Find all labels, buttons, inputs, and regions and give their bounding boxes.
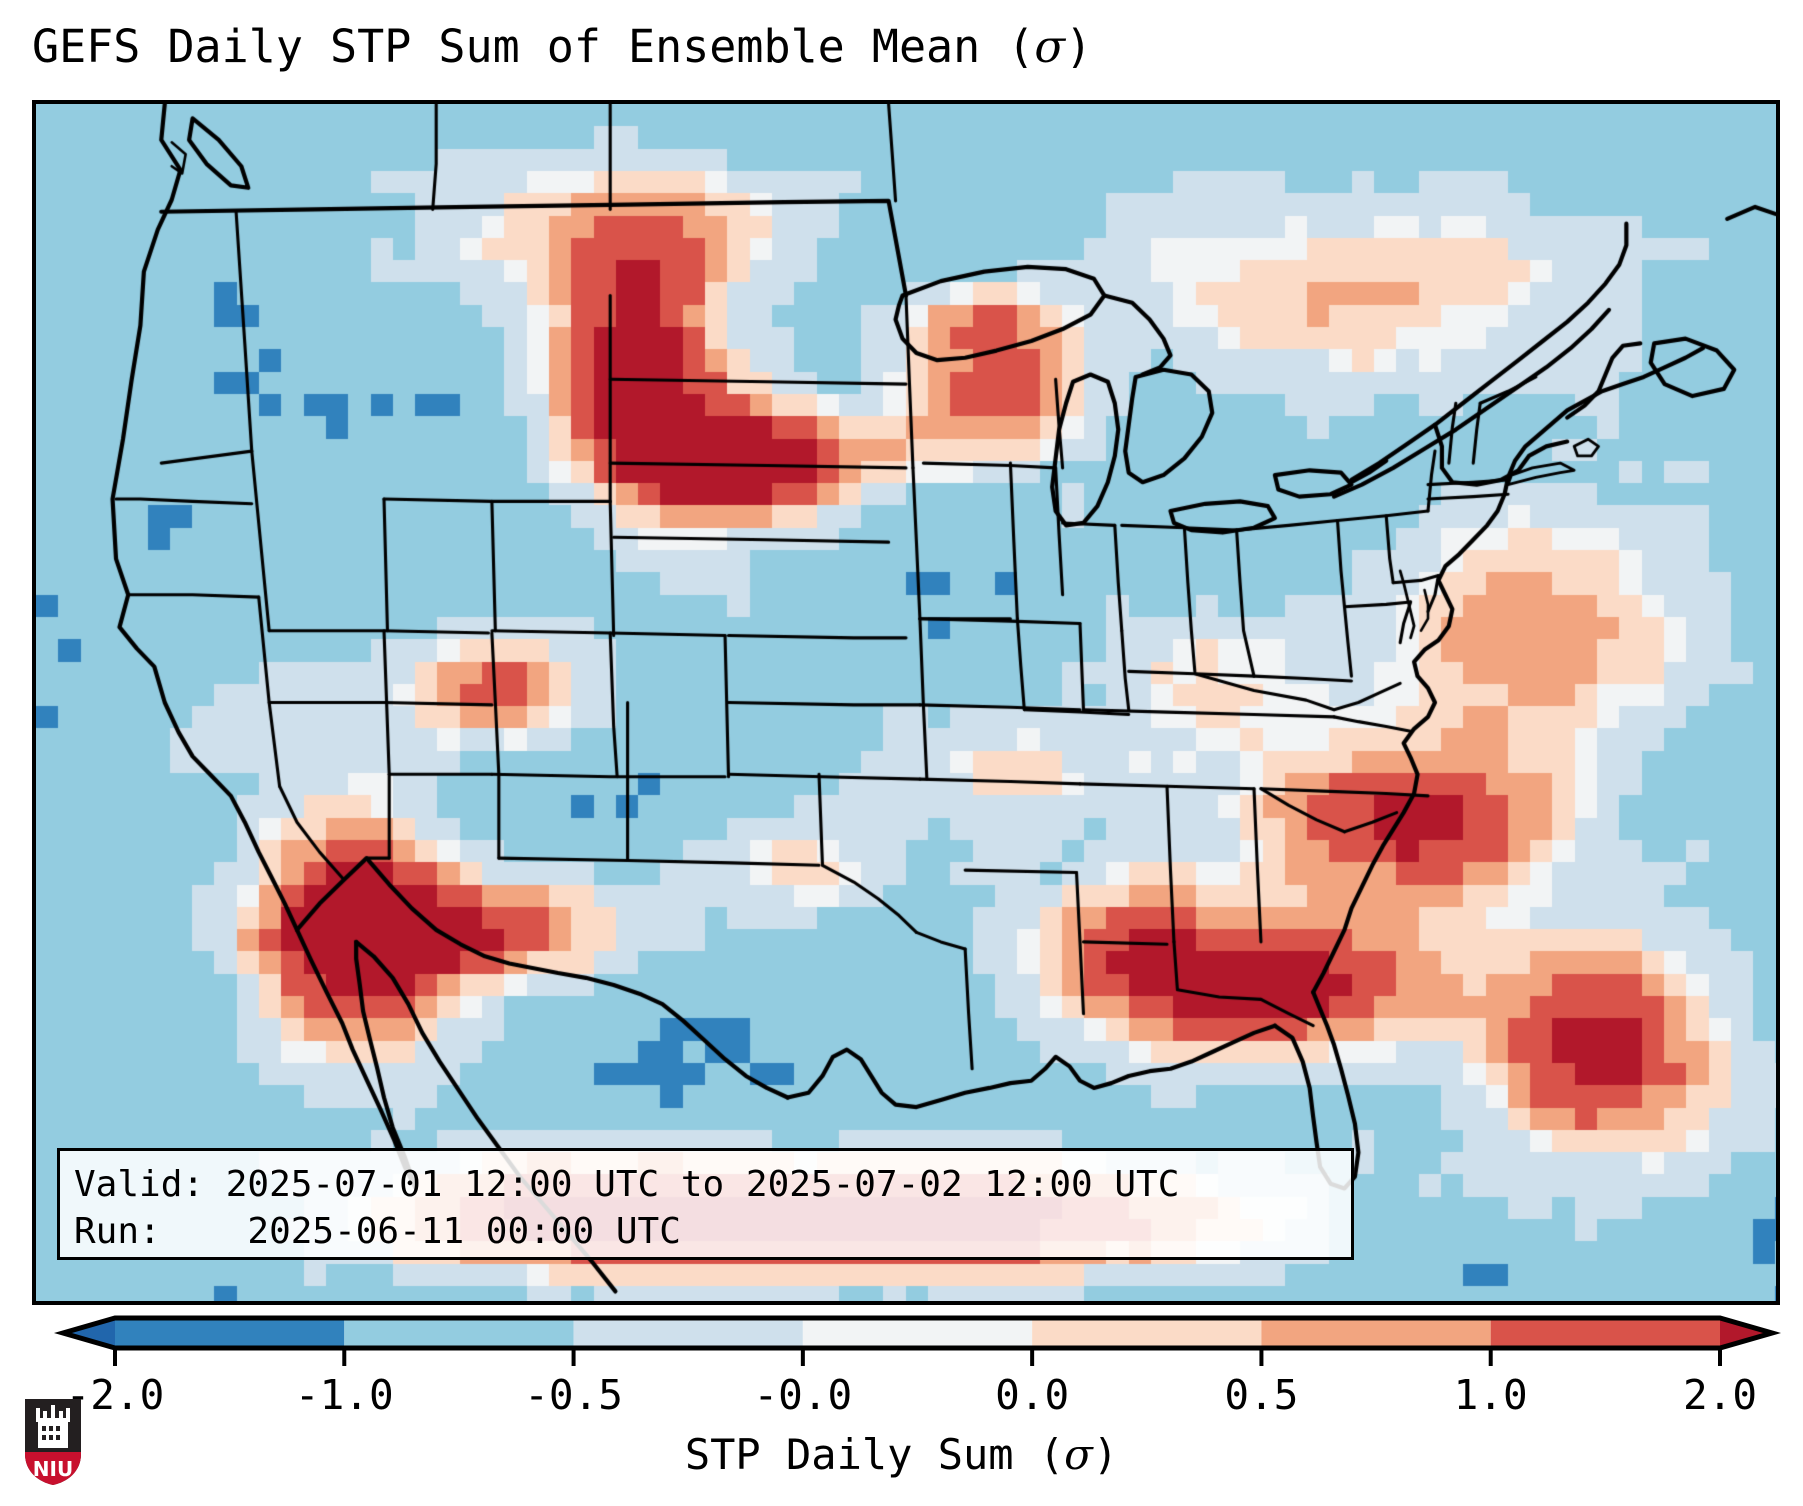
niu-logo-svg: NIU [25, 1399, 81, 1485]
colorbar-over-arrow [1720, 1318, 1772, 1348]
logo-red-band [25, 1452, 81, 1485]
colorbar-segment [115, 1318, 345, 1348]
colorbar-tick-label: 0.5 [1224, 1371, 1299, 1419]
colorbar-tick-label: -0.0 [753, 1371, 853, 1419]
colorbar-under-arrow [63, 1318, 115, 1348]
colorbar-label-prefix: STP Daily Sum ( [684, 1430, 1065, 1479]
stp-heatmap-canvas [36, 104, 1776, 1301]
title-sigma-symbol: σ [1034, 20, 1066, 73]
colorbar-tick-labels: -2.0 -1.0 -0.5 -0.0 0.0 0.5 1.0 2.0 [0, 1368, 1803, 1423]
colorbar-segment [1490, 1318, 1720, 1348]
valid-time-line: Valid: 2025-07-01 12:00 UTC to 2025-07-0… [74, 1164, 1180, 1205]
colorbar-tick-label: 0.0 [995, 1371, 1070, 1419]
title-suffix: ) [1065, 20, 1093, 73]
colorbar-tick-label: 2.0 [1682, 1371, 1758, 1419]
colorbar-segment [1032, 1318, 1262, 1348]
annotation-box: Valid: 2025-07-01 12:00 UTC to 2025-07-0… [57, 1148, 1354, 1260]
run-time-line: Run: 2025-06-11 00:00 UTC [74, 1211, 681, 1252]
colorbar-segment [802, 1318, 1033, 1348]
colorbar-label-suffix: ) [1092, 1430, 1119, 1479]
niu-logo: NIU [22, 1396, 84, 1488]
map-plot-area [32, 100, 1780, 1305]
colorbar [0, 1312, 1803, 1372]
colorbar-segment [573, 1318, 803, 1348]
colorbar-tick-label: -0.5 [524, 1371, 623, 1419]
colorbar-svg [53, 1315, 1782, 1366]
title-prefix: GEFS Daily STP Sum of Ensemble Mean ( [32, 20, 1035, 73]
colorbar-segment [344, 1318, 574, 1348]
colorbar-tick-label: -2.0 [65, 1371, 165, 1419]
colorbar-sigma-symbol: σ [1064, 1430, 1093, 1479]
colorbar-axis-label: STP Daily Sum (σ) [0, 1425, 1803, 1485]
logo-castle-windows [42, 1426, 60, 1440]
logo-text: NIU [33, 1457, 73, 1481]
colorbar-segment [1261, 1318, 1491, 1348]
colorbar-tick-label: -1.0 [294, 1371, 394, 1419]
page-title: GEFS Daily STP Sum of Ensemble Mean (σ) [32, 14, 1792, 80]
colorbar-tick-label: 1.0 [1453, 1371, 1528, 1419]
